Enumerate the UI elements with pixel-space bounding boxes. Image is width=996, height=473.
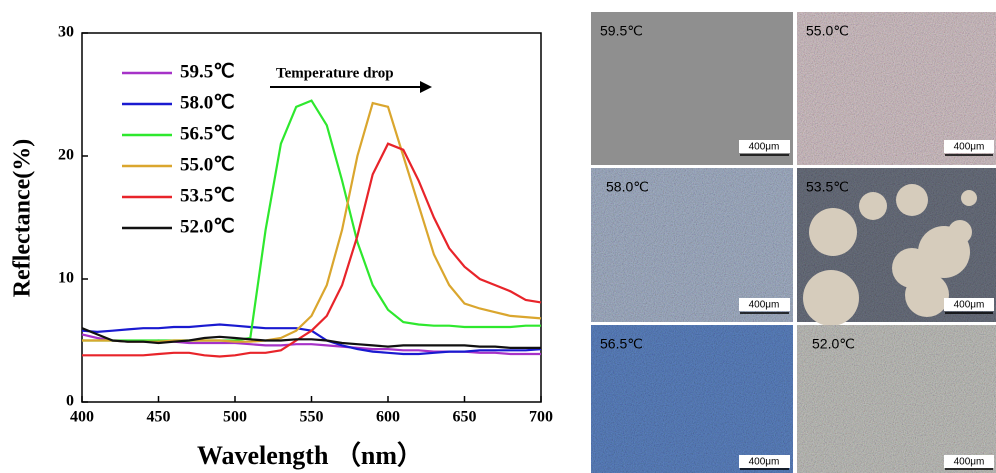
scale-bg — [944, 455, 994, 468]
image — [797, 325, 996, 473]
image — [591, 325, 793, 473]
chart: Reflectance(%) Wavelength （nm） Temperatu… — [10, 24, 554, 470]
scale-label: 400μm — [749, 457, 780, 468]
image — [797, 12, 996, 165]
y-tick-label: 20 — [58, 147, 74, 164]
legend-label: 55.0℃ — [180, 154, 235, 175]
micrographs: 59.5℃ 400μm 55.0℃ 400μm 58.0℃ 400μm — [591, 12, 996, 473]
arrow-head — [420, 81, 432, 93]
panel-label: 55.0℃ — [806, 23, 849, 39]
x-tick-label: 550 — [300, 409, 324, 426]
scale-label: 400μm — [954, 142, 985, 153]
panel-label: 58.0℃ — [606, 179, 649, 195]
series-line — [81, 327, 541, 349]
image — [591, 12, 793, 165]
domains — [803, 184, 977, 326]
y-tick-label: 30 — [58, 24, 74, 41]
legend-label: 58.0℃ — [180, 92, 235, 113]
panel: 56.5℃ 400μm — [591, 325, 793, 473]
panel: 53.5℃ 400μm — [797, 168, 996, 326]
annotation: Temperature drop — [276, 65, 394, 81]
panel-label: 53.5℃ — [806, 179, 849, 195]
legend-label: 56.5℃ — [180, 123, 235, 144]
legend-label: 52.0℃ — [180, 216, 235, 237]
scale-bg — [739, 140, 790, 153]
series-line — [82, 101, 542, 343]
x-tick-label: 650 — [453, 409, 477, 426]
scale-label: 400μm — [954, 457, 985, 468]
scale-label: 400μm — [749, 142, 780, 153]
panel: 58.0℃ 400μm — [591, 168, 793, 322]
y-axis-label: Reflectance(%) — [10, 139, 36, 298]
x-tick-label: 600 — [376, 409, 400, 426]
panel: 52.0℃ 400μm — [797, 325, 996, 473]
image — [591, 168, 793, 322]
x-tick-label: 400 — [70, 409, 94, 426]
panel: 59.5℃ 400μm — [591, 12, 793, 165]
legend-label: 59.5℃ — [180, 61, 235, 82]
y-tick-label: 10 — [58, 270, 74, 287]
panel-label: 59.5℃ — [600, 23, 643, 39]
panel-label: 52.0℃ — [812, 336, 855, 352]
scale-bg — [944, 140, 994, 153]
x-axis-label: Wavelength （nm） — [197, 441, 423, 470]
series-line — [82, 142, 542, 358]
panel-label: 56.5℃ — [600, 336, 643, 352]
x-tick-label: 500 — [223, 409, 247, 426]
y-tick-label: 0 — [66, 393, 74, 410]
x-tick-label: 450 — [147, 409, 171, 426]
scale-bg — [944, 298, 994, 311]
scale-bg — [739, 298, 790, 311]
legend-label: 53.5℃ — [180, 185, 235, 206]
scale-bg — [739, 455, 790, 468]
panel: 55.0℃ 400μm — [797, 12, 996, 165]
x-tick-label: 700 — [529, 409, 553, 426]
scale-label: 400μm — [954, 300, 985, 311]
scale-label: 400μm — [749, 300, 780, 311]
series-line — [82, 99, 541, 342]
